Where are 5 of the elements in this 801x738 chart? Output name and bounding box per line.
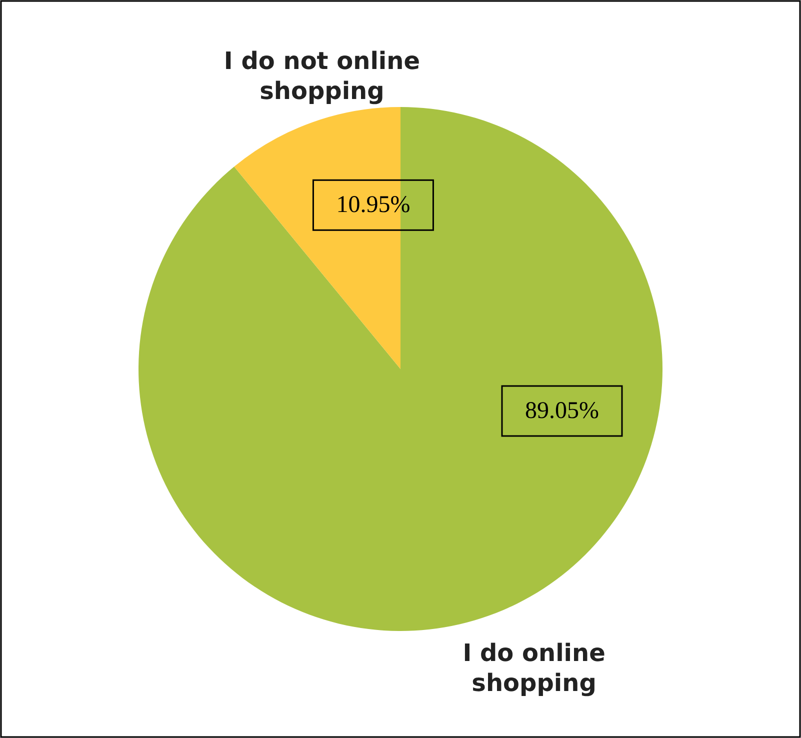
- slice-label: I do not online shopping: [224, 47, 420, 106]
- data-label: 10.95%: [336, 192, 410, 218]
- data-label: 89.05%: [524, 398, 599, 424]
- slice-label: I do online shopping: [462, 638, 606, 697]
- pie-slice: [138, 107, 662, 631]
